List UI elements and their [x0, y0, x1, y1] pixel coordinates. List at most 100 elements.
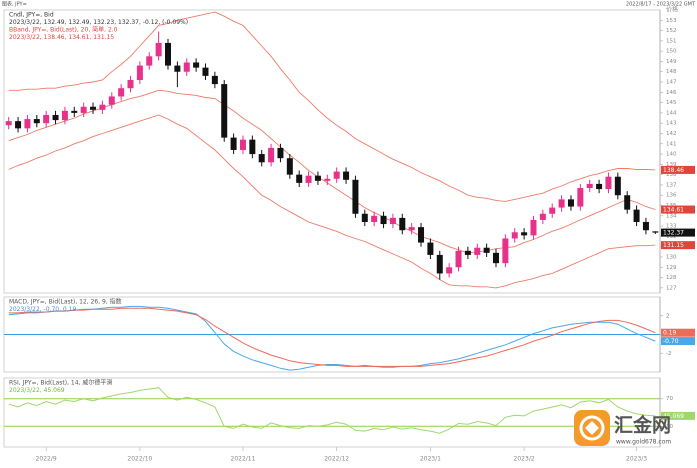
candle-body: [118, 88, 125, 97]
candle-body: [427, 242, 434, 255]
candle-body: [258, 154, 265, 163]
y-tick-label: 143: [666, 121, 677, 127]
y-tick-label: 144: [666, 110, 677, 116]
candle-body: [155, 42, 162, 57]
value-tag-label: 132.37: [663, 230, 684, 237]
y-tick-label: 127: [666, 285, 677, 291]
candle-body: [502, 238, 509, 264]
candle-body: [127, 79, 134, 89]
candle-body: [24, 119, 31, 129]
y-tick-label: 147: [666, 80, 677, 86]
value-tag-label: 131.15: [663, 242, 684, 249]
candle-body: [483, 247, 490, 253]
value-tag: [661, 228, 695, 237]
candle-body: [455, 250, 462, 268]
candle-body: [211, 75, 218, 85]
candle-body: [577, 188, 584, 207]
candle-body: [15, 121, 22, 129]
candle-body: [333, 171, 340, 179]
candle-body: [136, 65, 143, 80]
value-tag-label: 0.19: [663, 330, 677, 337]
candle-body: [108, 96, 115, 105]
watermark-icon-mark: [585, 421, 599, 435]
legend-text: 2023/3/22, 132.49, 132.49, 132.23, 132.3…: [9, 19, 188, 26]
y-tick-label: 128: [666, 275, 677, 281]
candle-body: [99, 104, 106, 110]
candle-body: [605, 176, 612, 190]
candle-body: [389, 217, 396, 225]
value-tag: [661, 165, 695, 174]
y-tick-label: 2: [666, 313, 670, 319]
y-tick-label: 136: [666, 193, 677, 199]
candle-body: [146, 56, 153, 66]
candle-body: [549, 207, 556, 214]
candle-body: [371, 215, 378, 222]
x-tick-label: 2023/3: [626, 456, 647, 463]
y-tick-label: 150: [666, 49, 677, 55]
legend-text: 2023/3/22, 45.069: [9, 387, 65, 394]
candle-body: [624, 195, 631, 210]
candle-body: [408, 227, 415, 231]
candle-body: [314, 175, 321, 181]
value-tag: [661, 328, 695, 337]
legend-text: MACD, JPY=, Bid(Last), 12, 26, 9, 指数: [9, 298, 122, 306]
series-line: [8, 305, 656, 371]
y-tick-label: 129: [666, 265, 677, 271]
candle-body: [586, 183, 593, 189]
y-tick-label: 133: [666, 224, 677, 230]
y-tick-label: 134: [666, 213, 677, 219]
x-tick-label: 2023/2: [514, 456, 535, 463]
candle-body: [71, 110, 78, 113]
value-tag-label: 45.069: [663, 413, 684, 420]
y-tick-label: 141: [666, 141, 677, 147]
y-tick-label: 151: [666, 38, 677, 44]
watermark: 汇金网 www.gold678.com: [574, 410, 671, 446]
candle-body: [183, 62, 190, 72]
candle-body: [221, 84, 228, 138]
candle-body: [61, 110, 68, 121]
y-tick-label: 148: [666, 69, 677, 75]
candle-body: [239, 139, 246, 150]
y-tick-label: 149: [666, 59, 677, 65]
legend-text: 2023/3/22, 138.46, 134.61, 131.15: [9, 34, 114, 41]
x-tick-label: 2022/11: [231, 456, 256, 463]
candle-body: [521, 232, 528, 236]
candle-body: [399, 217, 406, 231]
value-tag: [661, 205, 695, 214]
candle-body: [614, 176, 621, 196]
x-tick-label: 2023/1: [420, 456, 441, 463]
candle-body: [446, 267, 453, 274]
y-tick-label: 140: [666, 152, 677, 158]
bollinger-upper: [8, 11, 656, 202]
y-tick-label: 70: [666, 396, 673, 402]
candle-body: [436, 254, 443, 274]
watermark-url: www.gold678.com: [616, 439, 671, 446]
y-axis-title: 价格: [666, 6, 678, 14]
bollinger-middle: [8, 89, 656, 254]
candle-body: [474, 247, 481, 255]
window-title: 图表, JPY=: [2, 1, 27, 8]
watermark-icon-ring: [579, 415, 605, 441]
legend-text: Cndl, JPY=, Bid: [9, 12, 54, 19]
value-tag-label: 134.61: [663, 207, 684, 214]
candle-body: [202, 67, 209, 76]
candle-body: [352, 179, 359, 214]
value-tag: [661, 337, 695, 346]
plots: 1271281291301311321331341351361371381391…: [3, 6, 695, 463]
candle-body: [296, 174, 303, 183]
legend-text: BBand, JPY=, Bid(Last), 20, 简单, 2.0: [9, 26, 118, 34]
candle-body: [230, 137, 237, 150]
candle-body: [558, 199, 565, 208]
candle-body: [268, 147, 275, 163]
candle-body: [80, 106, 87, 113]
series-line: [8, 307, 656, 367]
y-tick-label: 142: [666, 131, 677, 137]
value-tag: [661, 241, 695, 250]
candle-body: [249, 139, 256, 155]
candle-body: [567, 199, 574, 207]
legend-text: RSI, JPY=, Bid(Last), 14, 威尔德平滑: [9, 379, 112, 387]
y-tick-label: 146: [666, 90, 677, 96]
candle-body: [418, 227, 425, 243]
